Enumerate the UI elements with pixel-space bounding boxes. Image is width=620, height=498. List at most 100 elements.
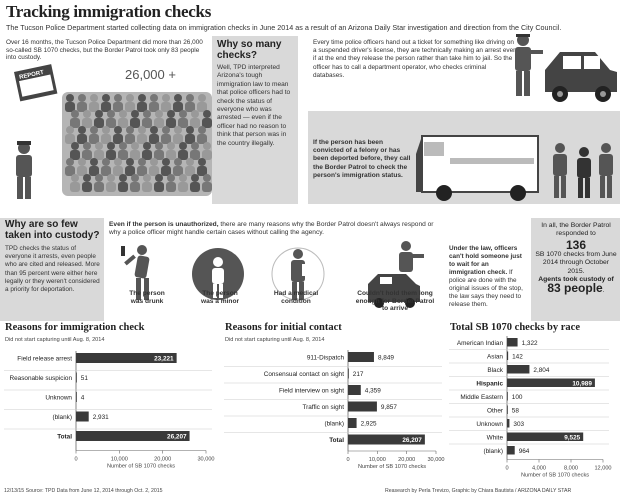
data-label: 2,931 <box>93 414 109 421</box>
bar <box>507 365 530 374</box>
crowd-person-icon <box>162 126 170 134</box>
crowd-person-icon <box>95 142 103 150</box>
crowd-person-body <box>149 102 159 112</box>
crowd-person-icon <box>78 126 86 134</box>
crowd-person-icon <box>167 110 175 118</box>
crowd-person-body <box>118 150 128 160</box>
crowd-person-icon <box>203 174 211 182</box>
crowd-person-icon <box>191 174 199 182</box>
crowd-person-body <box>190 150 200 160</box>
crowd-person-body <box>65 102 75 112</box>
felony-text: If the person has been convicted of a fe… <box>313 139 411 179</box>
crowd-person-icon <box>150 94 158 102</box>
ticket-text: Every time police officers hand out a ti… <box>313 39 517 79</box>
crowd-person-icon <box>174 126 182 134</box>
category-label: White <box>487 434 504 441</box>
crowd-person-body <box>113 166 123 176</box>
crowd-person-body <box>149 134 159 144</box>
crowd-person-body <box>166 182 176 192</box>
x-tick-label: 12,000 <box>594 466 611 472</box>
bar <box>348 401 377 412</box>
crowd-person-icon <box>119 142 127 150</box>
crowd-person-icon <box>131 110 139 118</box>
crowd-person-icon <box>71 142 79 150</box>
data-label: 142 <box>512 353 523 360</box>
crowd-person-body <box>202 118 212 128</box>
crowd-person-icon <box>102 94 110 102</box>
category-label: Unknown <box>476 421 503 428</box>
crowd-person-body <box>190 118 200 128</box>
law-text: Under the law, officers can't hold someo… <box>449 245 525 309</box>
reason-label-minor: The person was a minor <box>200 290 240 305</box>
law-lead: Under the law, officers can't hold someo… <box>449 245 522 276</box>
police-officer-icon <box>515 34 543 96</box>
crowd-person-icon <box>167 174 175 182</box>
why-so-many-heading: Why so many checks? <box>217 39 282 61</box>
crowd-person-icon <box>102 126 110 134</box>
crowd-person-icon <box>179 174 187 182</box>
data-label: 4 <box>81 395 85 402</box>
crowd-person-body <box>106 182 116 192</box>
crowd-person-body <box>77 134 87 144</box>
crowd-person-icon <box>155 142 163 150</box>
crowd-person-icon <box>162 158 170 166</box>
crowd-person-body <box>197 134 207 144</box>
footer-credit: Reasearch by Perla Trevizo, Graphic by C… <box>385 488 572 494</box>
crowd-person-icon <box>66 126 74 134</box>
crowd-person-icon <box>143 142 151 150</box>
category-label: 911-Dispatch <box>307 355 345 362</box>
crowd-person-icon <box>167 142 175 150</box>
reason-label-drunk: The person was drunk <box>129 290 165 305</box>
crowd-person-icon <box>119 174 127 182</box>
car-icon <box>545 52 617 102</box>
crowd-person-body <box>94 150 104 160</box>
category-label: Black <box>487 367 503 374</box>
unauthorized-text: Even if the person is unauthorized, ther… <box>109 221 439 237</box>
unauthorized-rest: there are many reasons why the Border Pa… <box>109 221 434 237</box>
data-label: 58 <box>512 407 520 414</box>
crowd-person-body <box>106 150 116 160</box>
x-tick-label: 30,000 <box>197 457 214 463</box>
data-label: 217 <box>353 371 364 378</box>
category-label: (blank) <box>483 448 503 455</box>
crowd-person-body <box>77 102 87 112</box>
data-label: 2,925 <box>361 421 377 428</box>
crowd-illustration: REPORT 26,000 + <box>13 64 212 199</box>
svg-text:REPORT: REPORT <box>19 70 45 81</box>
crowd-person-icon <box>107 174 115 182</box>
crowd-person-icon <box>119 110 127 118</box>
crowd-person-body <box>94 182 104 192</box>
crowd-person-body <box>161 166 171 176</box>
data-label: 26,207 <box>167 434 187 441</box>
x-tick-label: 10,000 <box>369 457 386 463</box>
crowd-person-body <box>197 102 207 112</box>
crowd-person-body <box>82 150 92 160</box>
bar <box>76 353 177 363</box>
x-tick-label: 8,000 <box>564 466 578 472</box>
summary-line1: In all, the Border Patrol responded to <box>541 222 611 238</box>
crowd-person-body <box>94 118 104 128</box>
crowd-person-body <box>65 166 75 176</box>
category-label: Field interview on sight <box>279 388 344 395</box>
data-label: 51 <box>81 375 89 382</box>
crowd-person-icon <box>150 126 158 134</box>
crowd-person-icon <box>95 110 103 118</box>
crowd-person-icon <box>114 126 122 134</box>
crowd-person-body <box>166 150 176 160</box>
crowd-person-body <box>154 118 164 128</box>
crowd-person-body <box>130 118 140 128</box>
bar <box>507 378 595 387</box>
crowd-person-icon <box>162 94 170 102</box>
crowd-person-body <box>82 118 92 128</box>
why-so-few-panel <box>0 218 104 321</box>
crowd-person-body <box>173 134 183 144</box>
crowd-person-body <box>82 182 92 192</box>
data-label: 4,359 <box>365 388 381 395</box>
bar <box>507 392 508 401</box>
why-so-few-body: TPD checks the status of everyone it arr… <box>5 245 101 294</box>
crowd-person-body <box>178 118 188 128</box>
summary-num2: 83 people <box>547 281 603 296</box>
crowd-person-body <box>197 166 207 176</box>
crowd-person-icon <box>71 110 79 118</box>
crowd-person-icon <box>90 158 98 166</box>
